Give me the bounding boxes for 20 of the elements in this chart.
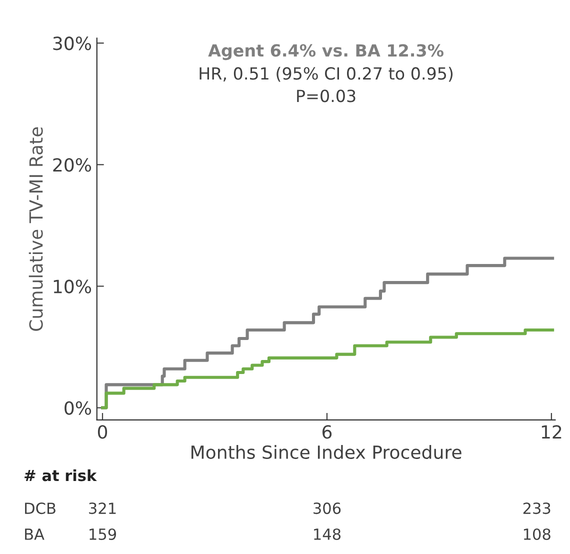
- text: 159: [90, 528, 116, 540]
- text: 233: [523, 502, 550, 514]
- text: 306: [314, 502, 341, 514]
- text: HR, 0.51 (95% CI 0.27 to 0.95) P=0.03: [200, 66, 453, 102]
- text: 148: [314, 528, 341, 540]
- x-tick-label: 6: [322, 425, 332, 439]
- y-axis-title: Cumulative TV-MI Rate: [28, 127, 43, 331]
- text: DCB: [25, 502, 56, 514]
- x-axis-title: Months Since Index Procedure: [192, 445, 462, 460]
- text: 321: [89, 502, 116, 514]
- y-tick-label: 10%: [54, 280, 92, 294]
- x-tick-label: 0: [98, 425, 108, 439]
- text: BA: [25, 528, 44, 540]
- y-tick-label: 0%: [64, 401, 92, 415]
- text: # at risk: [24, 469, 97, 482]
- text: 108: [524, 528, 550, 540]
- y-tick-label: 30%: [53, 36, 92, 50]
- x-tick-label: 12: [542, 425, 562, 439]
- y-tick-label: 20%: [53, 158, 92, 172]
- chart-title: Agent 6.4% vs. BA 12.3%: [208, 44, 444, 60]
